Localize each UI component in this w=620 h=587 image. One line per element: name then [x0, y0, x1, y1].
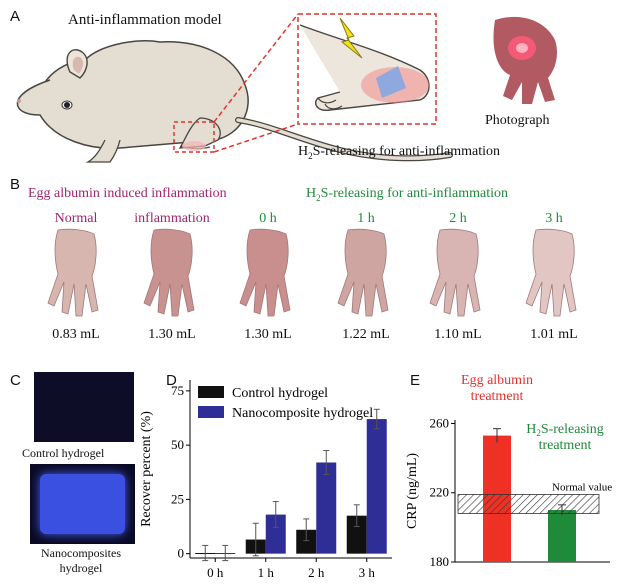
panel-e-letter: E — [410, 372, 421, 389]
y-tick-label: 0 — [178, 546, 185, 561]
legend-swatch — [198, 386, 224, 398]
x-tick-label: 3 h — [359, 565, 376, 580]
paw-volume-value: 1.10 mL — [434, 327, 482, 342]
nanocomposite-label-line2: hydrogel — [59, 561, 103, 575]
category-label-line1: H2S-releasing — [526, 422, 604, 438]
legend-label: Nanocomposite hydrogel — [232, 406, 373, 421]
y-tick-label: 75 — [171, 383, 184, 398]
nanocomposite-hydrogel-label: Nanocomposites hydrogel — [26, 546, 136, 576]
paw-column: inflammation 1.30 mL — [132, 210, 212, 343]
photograph-paw-image — [493, 16, 558, 104]
paw-column: Normal 0.83 mL — [36, 210, 116, 343]
category-label-line2: treatment — [539, 438, 592, 453]
paw-timepoint-label: 1 h — [357, 211, 375, 226]
panel-b-header-left: Egg albumin induced inflammation — [28, 186, 227, 201]
zoomed-paw — [299, 24, 430, 112]
y-tick-label: 50 — [171, 437, 184, 452]
y-tick-label: 220 — [430, 485, 450, 500]
paw-timepoint-label: 2 h — [449, 211, 467, 226]
paw-column: 1 h 1.22 mL — [326, 210, 406, 343]
x-tick-label: 0 h — [207, 565, 224, 580]
bar — [366, 419, 387, 554]
nanocomposite-hydrogel-image — [30, 464, 135, 544]
category-label-line1: Egg albumin — [461, 373, 533, 388]
paw-timepoint-label: 0 h — [259, 211, 277, 226]
crp-chart: 180 220 260 CRP (ng/mL) Normal value Egg albu… — [405, 373, 612, 569]
panel-c-letter: C — [10, 372, 21, 389]
paw-image — [429, 228, 481, 317]
panel-b-header-right: H2S-releasing for anti-inflammation — [306, 186, 509, 203]
paw-volume-value: 0.83 mL — [52, 327, 100, 342]
x-tick-label: 2 h — [308, 565, 325, 580]
category-label-line2: treatment — [471, 389, 524, 404]
bar — [296, 529, 317, 554]
legend-label: Control hydrogel — [232, 386, 328, 401]
panel-a-letter: A — [10, 8, 21, 25]
panel-b-letter: B — [10, 176, 21, 193]
y-axis-title: CRP (ng/mL) — [405, 453, 420, 529]
y-tick-label: 180 — [430, 554, 450, 569]
paw-image — [337, 228, 389, 317]
paw-timepoint-label: Normal — [54, 211, 98, 226]
y-axis-title: Recover percent (%) — [139, 411, 154, 527]
legend-swatch — [198, 406, 224, 418]
normal-value-label: Normal value — [552, 481, 612, 493]
paw-image — [239, 228, 291, 317]
paw-column: 0 h 1.30 mL — [228, 210, 308, 343]
photograph-caption: Photograph — [485, 113, 550, 128]
paw-image — [143, 228, 195, 317]
control-hydrogel-image — [34, 372, 134, 442]
panel-a-title: Anti-inflammation model — [68, 12, 222, 28]
bar — [548, 510, 576, 562]
paw-image — [47, 228, 99, 317]
nanocomposite-label-line1: Nanocomposites — [41, 546, 121, 560]
control-hydrogel-label: Control hydrogel — [22, 446, 105, 460]
rat-illustration — [16, 13, 558, 163]
paw-volume-value: 1.22 mL — [342, 327, 390, 342]
paw-column: 3 h 1.01 mL — [514, 210, 594, 343]
y-tick-label: 25 — [171, 491, 184, 506]
panel-d-letter: D — [166, 372, 177, 389]
panel-a-caption: H2S-releasing for anti-inflammation — [298, 144, 501, 161]
bar — [316, 462, 337, 554]
y-tick-label: 260 — [430, 415, 450, 430]
x-tick-label: 1 h — [258, 565, 275, 580]
bar — [265, 514, 286, 554]
recover-percent-chart: 0 25 50 75 Recover percent (%) 0 h 1 h 2 h 3 h Co… — [139, 380, 392, 580]
paw-column: 2 h 1.10 mL — [418, 210, 498, 343]
normal-range-band — [457, 494, 600, 514]
hydrogel-patch — [376, 66, 406, 98]
paw-timepoint-label: inflammation — [134, 211, 210, 226]
paw-image — [525, 228, 577, 317]
paw-volume-value: 1.30 mL — [148, 327, 196, 342]
bar — [346, 515, 367, 554]
paw-volume-value: 1.30 mL — [244, 327, 292, 342]
paw-timepoint-label: 3 h — [545, 211, 563, 226]
paw-volume-value: 1.01 mL — [530, 327, 578, 342]
lightning-icon — [339, 17, 363, 59]
